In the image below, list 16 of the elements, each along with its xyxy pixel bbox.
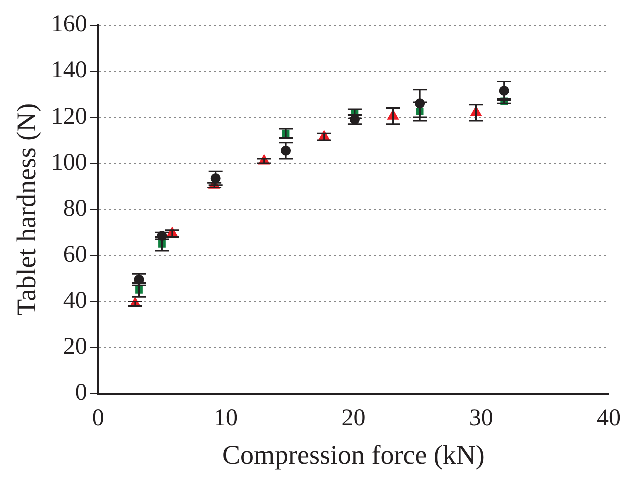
x-tick-label: 10 [214, 405, 238, 432]
y-tick-label: 140 [51, 58, 88, 84]
y-tick-label: 80 [63, 196, 88, 222]
x-tick-label: 0 [92, 405, 104, 432]
x-tick-label: 30 [469, 405, 494, 432]
y-tick-label: 20 [63, 334, 88, 360]
y-tick-label: 40 [63, 288, 88, 314]
y-tick-label: 0 [75, 380, 88, 406]
y-axis-title: Tablet hardness (N) [11, 103, 42, 316]
y-tick-label: 60 [63, 242, 88, 268]
y-tick-label: 100 [51, 150, 88, 176]
x-tick-label: 40 [597, 405, 621, 432]
x-axis-title: Compression force (kN) [222, 440, 485, 470]
y-tick-label: 160 [51, 12, 88, 38]
x-tick-label: 20 [342, 405, 366, 432]
y-tick-label: 120 [51, 104, 88, 130]
